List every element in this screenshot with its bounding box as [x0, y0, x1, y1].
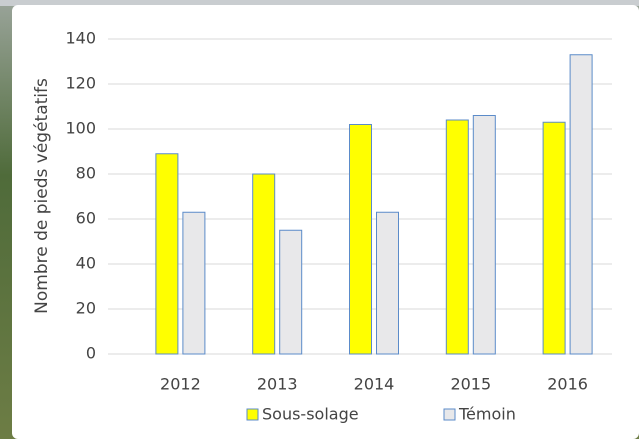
bar: [182, 211, 206, 355]
bar: [569, 54, 593, 355]
y-tick-label: 60: [76, 209, 96, 228]
bar: [542, 121, 566, 355]
legend-label: Sous-solage: [262, 405, 359, 424]
y-tick-label: 20: [76, 299, 96, 318]
y-tick-label: 0: [86, 344, 96, 363]
top-edge: [0, 0, 639, 6]
bar: [349, 124, 372, 355]
y-tick-label: 140: [65, 29, 96, 48]
x-tick-label: 2016: [547, 375, 588, 394]
x-tick-label: 2015: [450, 375, 491, 394]
bar: [252, 173, 276, 355]
legend-swatch: [246, 408, 259, 421]
y-tick-label: 40: [76, 254, 96, 273]
bar: [472, 115, 496, 355]
y-tick-label: 100: [65, 119, 96, 138]
x-tick-label: 2014: [354, 375, 395, 394]
bar: [155, 153, 179, 355]
bar: [279, 229, 303, 355]
legend-label: Témoin: [458, 405, 516, 424]
x-tick-label: 2013: [257, 375, 298, 394]
bar: [376, 211, 399, 355]
x-tick-label: 2012: [160, 375, 201, 394]
legend-swatch: [443, 408, 456, 421]
bar: [445, 119, 469, 355]
y-tick-label: 80: [76, 164, 96, 183]
y-axis-label: Nombre de pieds végétatifs: [32, 78, 52, 314]
y-tick-label: 120: [65, 74, 96, 93]
